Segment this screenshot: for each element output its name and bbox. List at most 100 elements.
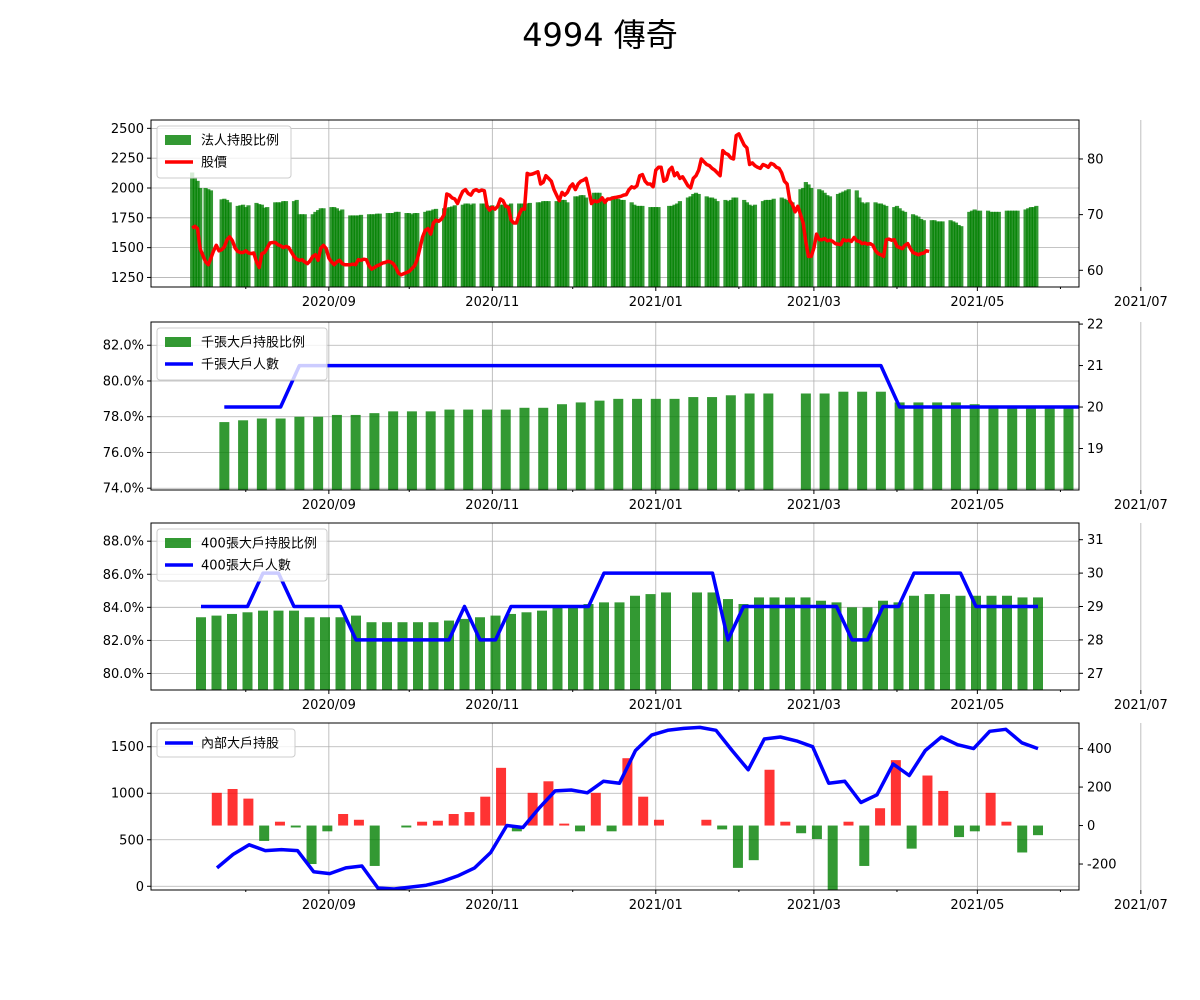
bar-positive xyxy=(653,819,664,826)
bar xyxy=(734,197,739,287)
bar-negative xyxy=(796,825,807,834)
right-tick-label: 80 xyxy=(1087,152,1104,167)
bar xyxy=(935,221,940,287)
bar xyxy=(211,615,222,690)
bar-positive xyxy=(985,792,996,826)
bar xyxy=(294,199,299,287)
x-tick-label: 2020/11 xyxy=(465,898,519,913)
right-tick-label: 19 xyxy=(1087,442,1104,457)
bar xyxy=(240,204,246,287)
bar xyxy=(951,221,956,287)
x-tick-label: 2020/11 xyxy=(465,698,519,713)
bar xyxy=(955,595,966,690)
legend: 內部大戶持股 xyxy=(156,728,296,758)
bar xyxy=(313,416,324,490)
bar xyxy=(632,204,637,287)
x-tick-label: 2021/05 xyxy=(950,698,1004,713)
bar-negative xyxy=(606,825,617,832)
bar-positive xyxy=(480,796,491,826)
bar xyxy=(629,202,634,287)
bar xyxy=(1025,406,1036,490)
bar xyxy=(798,189,803,287)
bar xyxy=(1033,597,1043,690)
bar xyxy=(238,420,249,490)
bar xyxy=(190,172,195,287)
bar xyxy=(602,198,607,287)
bar xyxy=(621,199,626,287)
axes-frame xyxy=(150,522,1080,691)
left-tick-label: 74.0% xyxy=(103,482,144,497)
bar xyxy=(1002,595,1012,690)
bar xyxy=(366,214,372,287)
bar xyxy=(527,202,532,287)
bar xyxy=(902,211,908,287)
bar xyxy=(916,216,921,287)
bar xyxy=(763,199,768,287)
bar xyxy=(425,411,436,490)
legend-box xyxy=(156,728,296,758)
bar xyxy=(406,411,417,490)
right-tick-label: 20 xyxy=(1087,401,1104,416)
bar xyxy=(956,224,961,287)
right-tick-label: 31 xyxy=(1087,533,1104,548)
x-tick-label: 2021/05 xyxy=(950,898,1004,913)
figure-title: 4994 傳奇 xyxy=(522,16,678,54)
bar-negative xyxy=(1017,825,1028,853)
bar xyxy=(377,213,382,287)
bar xyxy=(790,202,795,287)
bar xyxy=(565,202,570,287)
bar xyxy=(283,201,289,287)
bar xyxy=(892,207,897,287)
bar xyxy=(1012,210,1017,287)
bar xyxy=(391,213,396,287)
bar xyxy=(508,203,514,287)
bar xyxy=(594,192,599,287)
right-tick-label: 200 xyxy=(1087,781,1112,796)
bar xyxy=(969,404,980,490)
bar-positive xyxy=(496,767,507,826)
bar xyxy=(463,409,474,490)
insider-line xyxy=(215,725,1039,890)
bar xyxy=(1007,210,1012,287)
bar xyxy=(653,207,658,287)
bar xyxy=(1034,205,1039,287)
bar xyxy=(1010,210,1015,287)
bar xyxy=(460,204,465,287)
bar xyxy=(744,393,755,490)
bar xyxy=(677,201,683,287)
bar xyxy=(522,203,527,287)
bar xyxy=(715,201,720,287)
bar xyxy=(575,402,586,490)
bar xyxy=(656,207,661,287)
bar xyxy=(475,617,485,690)
left-tick-label: 2500 xyxy=(111,122,144,137)
bar xyxy=(819,393,830,490)
bar xyxy=(447,207,452,287)
plot-area xyxy=(190,132,1039,287)
bar xyxy=(444,409,455,490)
plot-area xyxy=(211,725,1043,890)
bar xyxy=(450,206,455,287)
bar xyxy=(521,612,532,690)
bar xyxy=(1017,597,1028,690)
bar xyxy=(835,193,841,287)
bar xyxy=(1007,406,1018,490)
bar xyxy=(500,409,511,490)
right-tick-label: 29 xyxy=(1087,600,1104,615)
x-tick-label: 2021/01 xyxy=(629,498,683,513)
bar xyxy=(388,213,393,287)
bar xyxy=(742,199,747,287)
bar xyxy=(353,215,358,287)
bar xyxy=(723,599,733,690)
legend-label: 千張大戶人數 xyxy=(201,358,279,373)
bar-negative xyxy=(306,825,317,865)
bar-positive xyxy=(622,758,633,826)
bar xyxy=(726,201,731,287)
bar xyxy=(517,203,522,287)
bar xyxy=(847,607,857,690)
bar xyxy=(487,205,492,287)
bar xyxy=(219,422,230,490)
bar xyxy=(782,198,787,287)
bar xyxy=(731,197,736,287)
bar xyxy=(407,213,412,287)
